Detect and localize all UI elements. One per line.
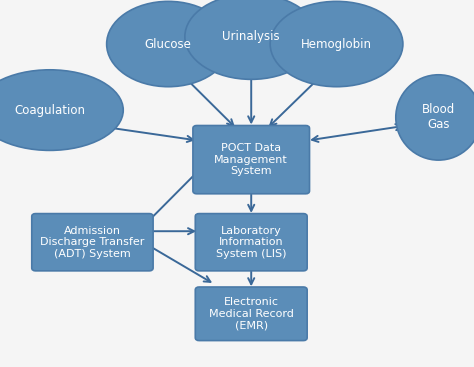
Ellipse shape bbox=[396, 75, 474, 160]
Text: Urinalysis: Urinalysis bbox=[222, 30, 280, 43]
Text: Glucose: Glucose bbox=[145, 37, 191, 51]
FancyBboxPatch shape bbox=[195, 287, 307, 341]
FancyBboxPatch shape bbox=[195, 214, 307, 271]
Text: POCT Data
Management
System: POCT Data Management System bbox=[214, 143, 288, 176]
FancyBboxPatch shape bbox=[32, 214, 153, 271]
Text: Hemoglobin: Hemoglobin bbox=[301, 37, 372, 51]
Text: Laboratory
Information
System (LIS): Laboratory Information System (LIS) bbox=[216, 226, 286, 259]
Ellipse shape bbox=[107, 1, 230, 87]
Text: Admission
Discharge Transfer
(ADT) System: Admission Discharge Transfer (ADT) Syste… bbox=[40, 226, 145, 259]
Ellipse shape bbox=[270, 1, 403, 87]
Text: Coagulation: Coagulation bbox=[14, 103, 85, 117]
Ellipse shape bbox=[0, 70, 123, 150]
FancyBboxPatch shape bbox=[193, 126, 310, 194]
Ellipse shape bbox=[185, 0, 318, 79]
Text: Electronic
Medical Record
(EMR): Electronic Medical Record (EMR) bbox=[209, 297, 294, 330]
Text: Blood
Gas: Blood Gas bbox=[422, 103, 455, 131]
